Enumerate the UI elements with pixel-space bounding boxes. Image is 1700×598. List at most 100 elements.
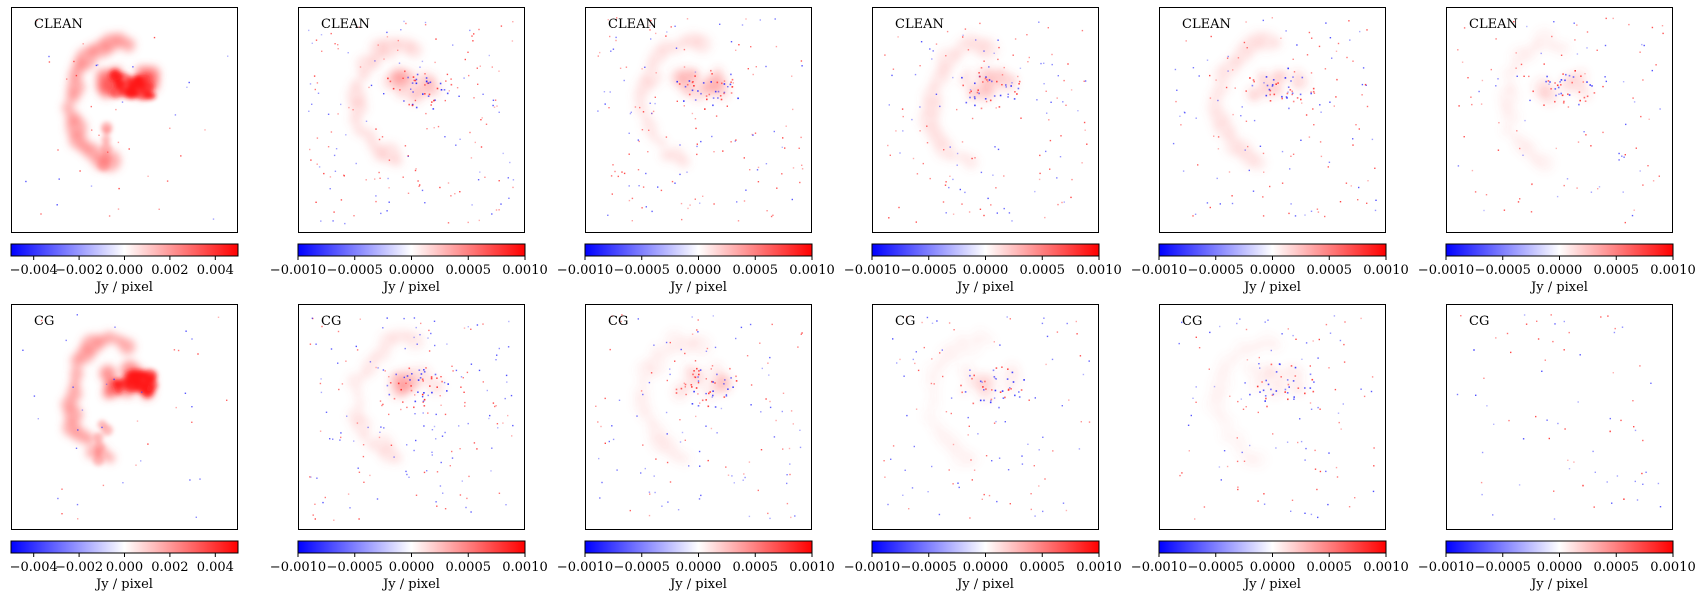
colorbar-tick-label: 0.0005 — [446, 263, 492, 278]
panel-frame — [1159, 7, 1386, 233]
panel-image — [309, 317, 514, 521]
panel-frame — [11, 304, 238, 530]
colorbar-tick-label: 0.0000 — [1250, 263, 1296, 278]
panel-image — [1172, 17, 1377, 218]
colorbar-tick-label: 0.0000 — [389, 263, 435, 278]
colorbar-gradient — [10, 540, 239, 554]
colorbar-tick-label: 0.0010 — [789, 560, 835, 575]
colorbar-tick-label: 0.0010 — [1363, 560, 1409, 575]
colorbar-tick-label: 0.0000 — [1250, 560, 1296, 575]
colorbar: −0.0010 −0.0005 0.0000 0.0005 0.0010 Jy / pix… — [844, 243, 1122, 295]
colorbar-tick-label: 0.002 — [151, 560, 188, 575]
panel-frame — [11, 7, 238, 233]
panel-label: CLEAN — [1469, 17, 1518, 32]
panel-r0-c0: CLEAN −0.004−0.002 0.000 0.002 0.004 Jy / pix… — [10, 7, 239, 295]
panel-r1-c1: CG −0.0010 −0.0005 0.0000 0.0005 0.0010 Jy / p… — [270, 304, 548, 592]
panel-frame — [1159, 304, 1386, 530]
colorbar-tick-label: 0.004 — [197, 263, 234, 278]
colorbar-tick-label: 0.0005 — [1020, 560, 1066, 575]
panel-label: CG — [608, 314, 628, 329]
panel-r1-c5: CG −0.0010 −0.0005 0.0000 0.0005 0.0010 Jy / p… — [1418, 304, 1696, 592]
colorbar-tick-label: −0.0010 — [1131, 560, 1187, 575]
colorbar-tick-label: −0.0005 — [1475, 560, 1531, 575]
colorbar-tick-label: −0.0010 — [844, 560, 900, 575]
colorbar-label: Jy / pixel — [1529, 577, 1588, 592]
colorbar-tick-label: −0.0010 — [557, 263, 613, 278]
colorbar-tick-label: 0.0005 — [1020, 263, 1066, 278]
colorbar: −0.0010 −0.0005 0.0000 0.0005 0.0010 Jy / pix… — [270, 540, 548, 592]
panel-image — [883, 316, 1091, 519]
colorbar-tick-label: −0.0010 — [557, 560, 613, 575]
colorbar-label: Jy / pixel — [668, 280, 727, 295]
colorbar-tick-label: 0.0000 — [963, 560, 1009, 575]
panel-image — [1456, 314, 1662, 520]
panel-frame — [872, 304, 1099, 530]
colorbar-gradient — [1158, 540, 1387, 554]
colorbar: −0.004−0.002 0.000 0.002 0.004 Jy / pixel — [10, 243, 239, 295]
colorbar-tick-label: 0.002 — [151, 263, 188, 278]
panel-r1-c3: CG −0.0010 −0.0005 0.0000 0.0005 0.0010 Jy / p… — [844, 304, 1122, 592]
colorbar-tick-label: 0.000 — [106, 263, 143, 278]
colorbar: −0.0010 −0.0005 0.0000 0.0005 0.0010 Jy / pix… — [557, 540, 835, 592]
colorbar-tick-label: 0.0010 — [502, 560, 548, 575]
colorbar-tick-label: −0.0005 — [901, 263, 957, 278]
colorbar-tick-label: −0.0005 — [1188, 560, 1244, 575]
panel-frame — [1446, 7, 1673, 233]
panel-label: CG — [895, 314, 915, 329]
colorbar-gradient — [10, 243, 239, 257]
colorbar-tick-label: −0.004 — [10, 560, 58, 575]
panel-image-background — [1446, 304, 1673, 530]
panel-r0-c2: CLEAN −0.0010 −0.0005 0.0000 0.0005 0.0010 Jy … — [557, 7, 835, 295]
panel-frame — [1446, 304, 1673, 530]
colorbar-tick-label: 0.0005 — [1594, 263, 1640, 278]
panel-image — [595, 314, 803, 520]
colorbar-tick-label: −0.0005 — [614, 263, 670, 278]
panel-label: CLEAN — [34, 17, 83, 32]
colorbar-gradient — [584, 540, 813, 554]
colorbar-tick-label: −0.0010 — [1418, 560, 1474, 575]
colorbar-tick-label: −0.0005 — [1188, 263, 1244, 278]
colorbar-tick-label: 0.0005 — [1594, 560, 1640, 575]
panel-image — [597, 17, 804, 222]
colorbar-tick-label: 0.0010 — [789, 263, 835, 278]
panel-image-background — [11, 304, 238, 530]
panel-image — [22, 314, 228, 520]
colorbar-tick-label: −0.0005 — [327, 263, 383, 278]
colorbar-gradient — [1158, 243, 1387, 257]
colorbar-tick-label: 0.0005 — [1307, 560, 1353, 575]
panel-image — [1457, 17, 1664, 224]
colorbar-tick-label: 0.0005 — [1307, 263, 1353, 278]
panel-r1-c4: CG −0.0010 −0.0005 0.0000 0.0005 0.0010 Jy / p… — [1131, 304, 1409, 592]
panel-label: CLEAN — [608, 17, 657, 32]
colorbar-label: Jy / pixel — [955, 577, 1014, 592]
colorbar-tick-label: −0.0005 — [614, 560, 670, 575]
panel-label: CLEAN — [1182, 17, 1231, 32]
panel-label: CG — [34, 314, 54, 329]
panel-r1-c0: CG −0.004−0.002 0.000 0.002 0.004 Jy / pixel — [10, 304, 239, 592]
panel-frame — [585, 304, 812, 530]
colorbar-gradient — [297, 540, 526, 554]
colorbar-tick-label: −0.0010 — [1418, 263, 1474, 278]
colorbar-tick-label: 0.0010 — [1650, 560, 1696, 575]
colorbar-label: Jy / pixel — [94, 577, 153, 592]
colorbar: −0.0010 −0.0005 0.0000 0.0005 0.0010 Jy / pix… — [1418, 540, 1696, 592]
colorbar: −0.0010 −0.0005 0.0000 0.0005 0.0010 Jy / pix… — [557, 243, 835, 295]
colorbar-tick-label: 0.0010 — [1076, 263, 1122, 278]
colorbar-tick-label: 0.0000 — [1537, 263, 1583, 278]
panel-image — [1178, 315, 1375, 520]
colorbar-tick-label: −0.0005 — [327, 560, 383, 575]
colorbar-gradient — [871, 243, 1100, 257]
colorbar-gradient — [871, 540, 1100, 554]
panel-label: CG — [1469, 314, 1489, 329]
colorbar-tick-label: −0.0010 — [1131, 263, 1187, 278]
panel-r1-c2: CG −0.0010 −0.0005 0.0000 0.0005 0.0010 Jy / p… — [557, 304, 835, 592]
colorbar-tick-label: 0.0010 — [502, 263, 548, 278]
colorbar: −0.0010 −0.0005 0.0000 0.0005 0.0010 Jy / pix… — [1131, 243, 1409, 295]
colorbar: −0.0010 −0.0005 0.0000 0.0005 0.0010 Jy / pix… — [270, 243, 548, 295]
panel-label: CG — [321, 314, 341, 329]
colorbar-tick-label: 0.0010 — [1363, 263, 1409, 278]
colorbar-tick-label: 0.000 — [106, 560, 143, 575]
